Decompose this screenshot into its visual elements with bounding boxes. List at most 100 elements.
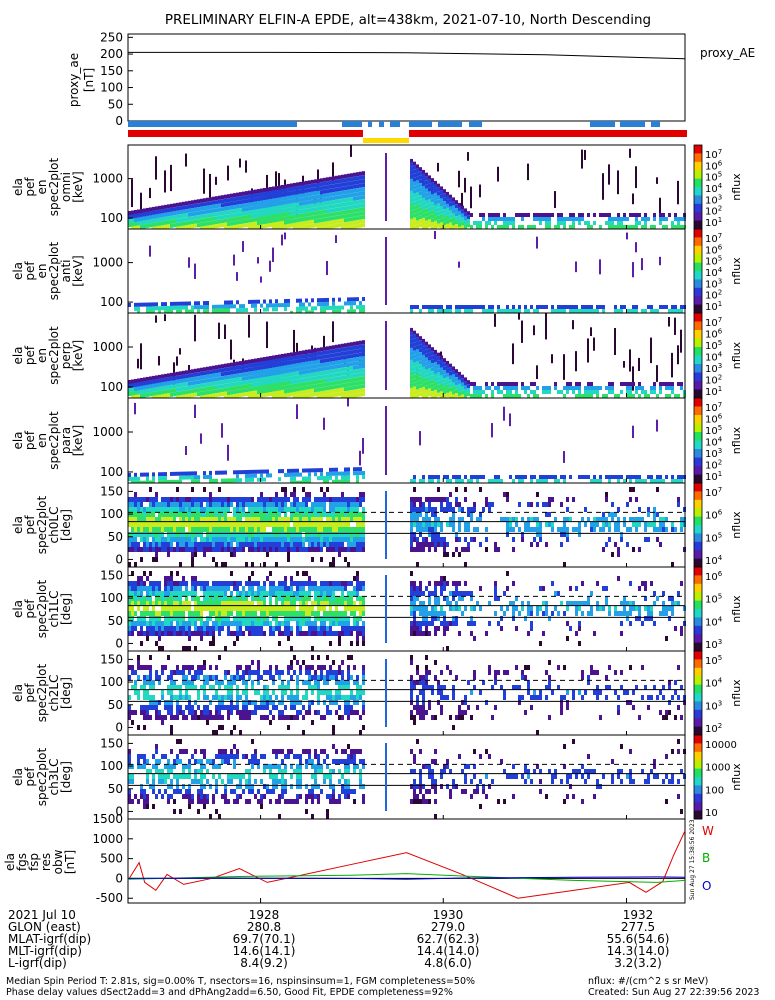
flux-cell [671, 562, 674, 567]
flux-cell [134, 532, 137, 537]
flux-cell [233, 527, 236, 532]
flux-cell [140, 208, 143, 213]
flux-cell [428, 392, 431, 397]
flux-cell [185, 475, 188, 480]
flux-cell [332, 527, 335, 532]
flux-cell [269, 532, 272, 537]
flux-cell [455, 377, 458, 382]
flux-cell [659, 517, 662, 522]
flux-cell [215, 373, 218, 378]
flux-cell [170, 527, 173, 532]
flux-cell [272, 391, 275, 396]
flux-cell [326, 209, 329, 214]
flux-cell [149, 581, 152, 586]
flux-cell [311, 376, 314, 381]
flux-cell [353, 517, 356, 522]
flux-cell [200, 497, 203, 502]
flux-cell [521, 217, 524, 221]
flux-cell [554, 386, 557, 390]
flux-cell [344, 383, 347, 388]
flux-cell [224, 300, 227, 305]
flux-cell [665, 527, 668, 532]
flux-cell [167, 532, 170, 537]
flux-cell [359, 517, 362, 522]
flux-cell [146, 207, 149, 212]
flux-cell [185, 626, 188, 631]
flux-cell [308, 204, 311, 209]
flux-cell [305, 353, 308, 358]
flux-cell [350, 177, 353, 182]
flux-cell [266, 356, 269, 361]
flux-cell [182, 512, 185, 517]
flux-cell [257, 225, 260, 230]
flux-cell [293, 387, 296, 392]
flux-cell [653, 386, 656, 390]
flux-cell [251, 497, 254, 502]
flux-cell [224, 478, 227, 483]
flux-cell [272, 190, 275, 195]
flux-cell [227, 300, 230, 305]
flux-cell [338, 348, 341, 353]
flux-cell [278, 591, 281, 596]
flux-cell [413, 378, 416, 383]
flux-cell [515, 382, 518, 386]
flux-cell [224, 616, 227, 621]
flux-cell [230, 221, 233, 226]
flux-cell [236, 381, 239, 386]
flux-cell [251, 522, 254, 527]
flux-cell [647, 217, 650, 221]
colorbar-tick-label: 105 [705, 255, 722, 268]
flux-cell [311, 306, 314, 311]
flux-cell [290, 537, 293, 542]
flux-cell [155, 552, 158, 557]
flux-cell [593, 527, 596, 532]
flux-cell [422, 475, 425, 479]
flux-cell [239, 204, 242, 209]
flux-cell [143, 616, 146, 621]
flux-cell [254, 213, 257, 218]
flux-cell [218, 527, 221, 532]
flux-cell [335, 187, 338, 192]
colorbar-segment [694, 254, 702, 264]
flux-cell [275, 517, 278, 522]
flux-cell [503, 406, 505, 421]
flux-cell [422, 378, 425, 383]
flux-cell [254, 362, 257, 367]
flux-cell [617, 170, 619, 195]
flux-cell [437, 162, 439, 172]
flux-cell [323, 390, 326, 395]
flux-cell [173, 372, 176, 377]
flux-cell [227, 198, 230, 203]
flux-cell [194, 527, 197, 532]
flux-cell [491, 382, 494, 386]
flux-cell [662, 225, 665, 229]
flux-cell [257, 616, 260, 621]
flux-cell [305, 204, 308, 209]
flux-cell [206, 390, 209, 395]
flux-cell [284, 303, 287, 308]
flux-cell [257, 205, 260, 210]
flux-cell [194, 301, 197, 306]
flux-cell [458, 214, 461, 219]
flux-cell [170, 305, 173, 310]
flux-cell [572, 309, 575, 313]
flux-cell [326, 527, 329, 532]
colorbar-unit: nflux [730, 173, 743, 201]
flux-cell [227, 497, 230, 502]
flux-cell [650, 309, 653, 313]
flux-cell [266, 512, 269, 517]
flux-cell [236, 365, 239, 370]
flux-cell [173, 507, 176, 512]
flux-cell [152, 621, 155, 626]
flux-cell [464, 177, 466, 193]
flux-cell [284, 542, 287, 547]
flux-cell [206, 217, 209, 222]
flux-cell [263, 307, 266, 312]
flux-cell [224, 198, 227, 203]
flux-cell [209, 596, 212, 601]
flux-cell [221, 372, 224, 377]
flux-cell [470, 517, 473, 522]
flux-cell [197, 497, 200, 502]
flux-cell [137, 581, 140, 586]
flux-cell [326, 517, 329, 522]
